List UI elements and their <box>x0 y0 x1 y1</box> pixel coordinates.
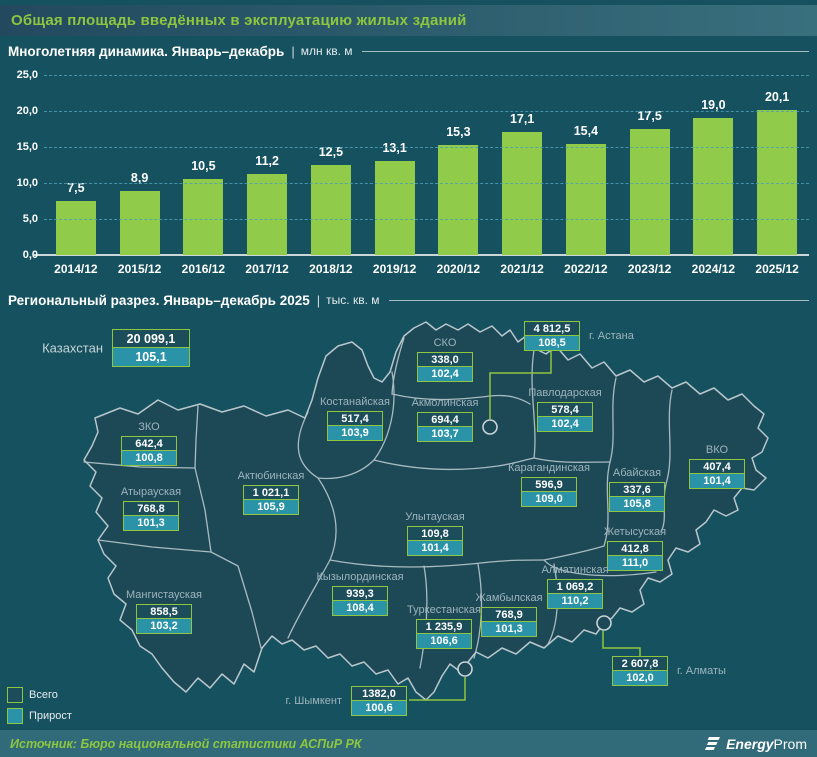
x-tick-label: 2025/12 <box>755 262 799 276</box>
bar-2014/12 <box>55 201 96 255</box>
bar-2022/12 <box>565 144 606 255</box>
page-title: Общая площадь введённых в эксплуатацию ж… <box>11 12 467 29</box>
brand-logo: Energy Prom <box>704 736 807 752</box>
legend-swatch-total <box>7 687 23 703</box>
astana-connector <box>489 349 552 419</box>
bar-2016/12 <box>183 179 224 255</box>
bar-slot: 10,5 <box>172 75 236 255</box>
legend-item-total: Всего <box>7 687 72 703</box>
source-text: Источник: Бюро национальной статистики А… <box>10 736 362 751</box>
bar-2019/12 <box>374 160 415 255</box>
bar-2017/12 <box>247 174 288 255</box>
legend-item-growth: Прирост <box>7 708 72 724</box>
bar-2021/12 <box>502 131 543 255</box>
section-header-dynamics: Многолетняя динамика. Январь–декабрь | м… <box>8 42 809 60</box>
bar-slot: 11,2 <box>235 75 299 255</box>
gridline <box>44 111 809 112</box>
bar-slot: 19,0 <box>682 75 746 255</box>
y-tick-label: 20,0 <box>16 105 38 117</box>
x-axis-labels: 2014/12 2015/12 2016/12 2017/12 2018/12 2019/… <box>44 262 809 276</box>
brand-bold: Energy <box>726 735 774 752</box>
bar-2020/12 <box>438 144 479 255</box>
title-bar: Общая площадь введённых в эксплуатацию ж… <box>0 5 817 36</box>
shymkent-connector <box>409 677 466 701</box>
bar-value-label: 8,9 <box>130 170 149 185</box>
bar-slot: 17,5 <box>618 75 682 255</box>
section-unit: тыс. кв. м <box>326 293 380 307</box>
x-tick-label: 2016/12 <box>181 262 226 276</box>
bar-slot: 7,5 <box>44 75 108 255</box>
bar-2015/12 <box>119 190 160 255</box>
bar-chart-plot: 7,5 8,9 10,5 11,2 12,5 13,1 15,3 17,1 15,4 17,5 19… <box>17 69 809 261</box>
section-separator: | <box>316 292 321 308</box>
country-outline <box>83 321 769 701</box>
y-tick-label: 5,0 <box>22 213 38 225</box>
bar-slot: 20,1 <box>745 75 809 255</box>
x-tick-label: 2022/12 <box>564 262 608 276</box>
section-unit: млн кв. м <box>300 44 353 58</box>
bar-value-label: 19,0 <box>701 98 726 113</box>
bar-value-label: 12,5 <box>318 145 344 159</box>
x-tick-label: 2014/12 <box>54 262 98 276</box>
bar-series: 7,5 8,9 10,5 11,2 12,5 13,1 15,3 17,1 15,4 17,5 19… <box>44 75 809 255</box>
y-tick-label: 15,0 <box>16 141 38 153</box>
section-separator: | <box>291 43 295 59</box>
bar-chart: 7,5 8,9 10,5 11,2 12,5 13,1 15,3 17,1 15,4 17,5 19… <box>6 69 809 287</box>
x-tick-label: 2020/12 <box>436 262 481 276</box>
legend: Всего Прирост <box>7 687 72 729</box>
astana-city-marker <box>482 419 498 435</box>
energyprom-icon <box>705 736 721 750</box>
bar-2024/12 <box>693 118 734 255</box>
bar-slot: 15,3 <box>427 75 491 255</box>
section-title: Региональный разрез. Январь–декабрь 2025 <box>8 292 310 308</box>
y-tick-label: 25,0 <box>16 69 38 81</box>
x-tick-label: 2021/12 <box>500 262 544 276</box>
x-axis-line <box>34 254 809 256</box>
bar-value-label: 17,1 <box>509 111 535 126</box>
section-rule <box>361 50 809 52</box>
bar-value-label: 20,1 <box>764 90 790 105</box>
section-header-regional: Региональный разрез. Январь–декабрь 2025… <box>8 291 809 309</box>
bar-slot: 12,5 <box>299 75 363 255</box>
bar-2025/12 <box>757 110 798 255</box>
y-tick-label: 10,0 <box>16 177 38 189</box>
bar-value-label: 7,5 <box>67 181 85 195</box>
brand-regular: Prom <box>773 735 807 752</box>
gridline <box>44 75 809 76</box>
almaty-city-marker <box>596 615 612 631</box>
x-tick-label: 2017/12 <box>245 262 289 276</box>
bar-slot: 8,9 <box>108 75 172 255</box>
legend-label-total: Всего <box>29 689 58 701</box>
gridline <box>44 219 809 220</box>
x-tick-label: 2018/12 <box>309 262 353 276</box>
bar-value-label: 15,4 <box>573 124 599 139</box>
almaty-connector <box>602 631 641 656</box>
x-tick-label: 2024/12 <box>691 262 736 276</box>
bar-value-label: 11,2 <box>255 154 279 169</box>
shymkent-city-marker <box>457 661 473 677</box>
section-title: Многолетняя динамика. Январь–декабрь <box>8 43 285 59</box>
bar-value-label: 15,3 <box>446 124 471 139</box>
bar-2018/12 <box>310 165 351 255</box>
kazakhstan-map <box>83 321 769 701</box>
bar-slot: 13,1 <box>363 75 427 255</box>
bar-slot: 15,4 <box>554 75 618 255</box>
legend-label-growth: Прирост <box>29 710 72 722</box>
bar-2023/12 <box>629 129 670 255</box>
gridline <box>44 183 809 184</box>
x-tick-label: 2019/12 <box>372 262 417 276</box>
bar-value-label: 17,5 <box>637 109 662 123</box>
gridline <box>44 147 809 148</box>
connector-lines <box>409 349 641 701</box>
x-tick-label: 2015/12 <box>117 262 162 276</box>
section-rule <box>388 299 809 301</box>
bar-value-label: 10,5 <box>191 159 216 174</box>
y-tick-label: 0,0 <box>22 249 38 261</box>
legend-swatch-growth <box>7 708 23 724</box>
x-tick-label: 2023/12 <box>627 262 672 276</box>
bar-slot: 17,1 <box>490 75 554 255</box>
footer-bar: Источник: Бюро национальной статистики А… <box>0 730 817 757</box>
